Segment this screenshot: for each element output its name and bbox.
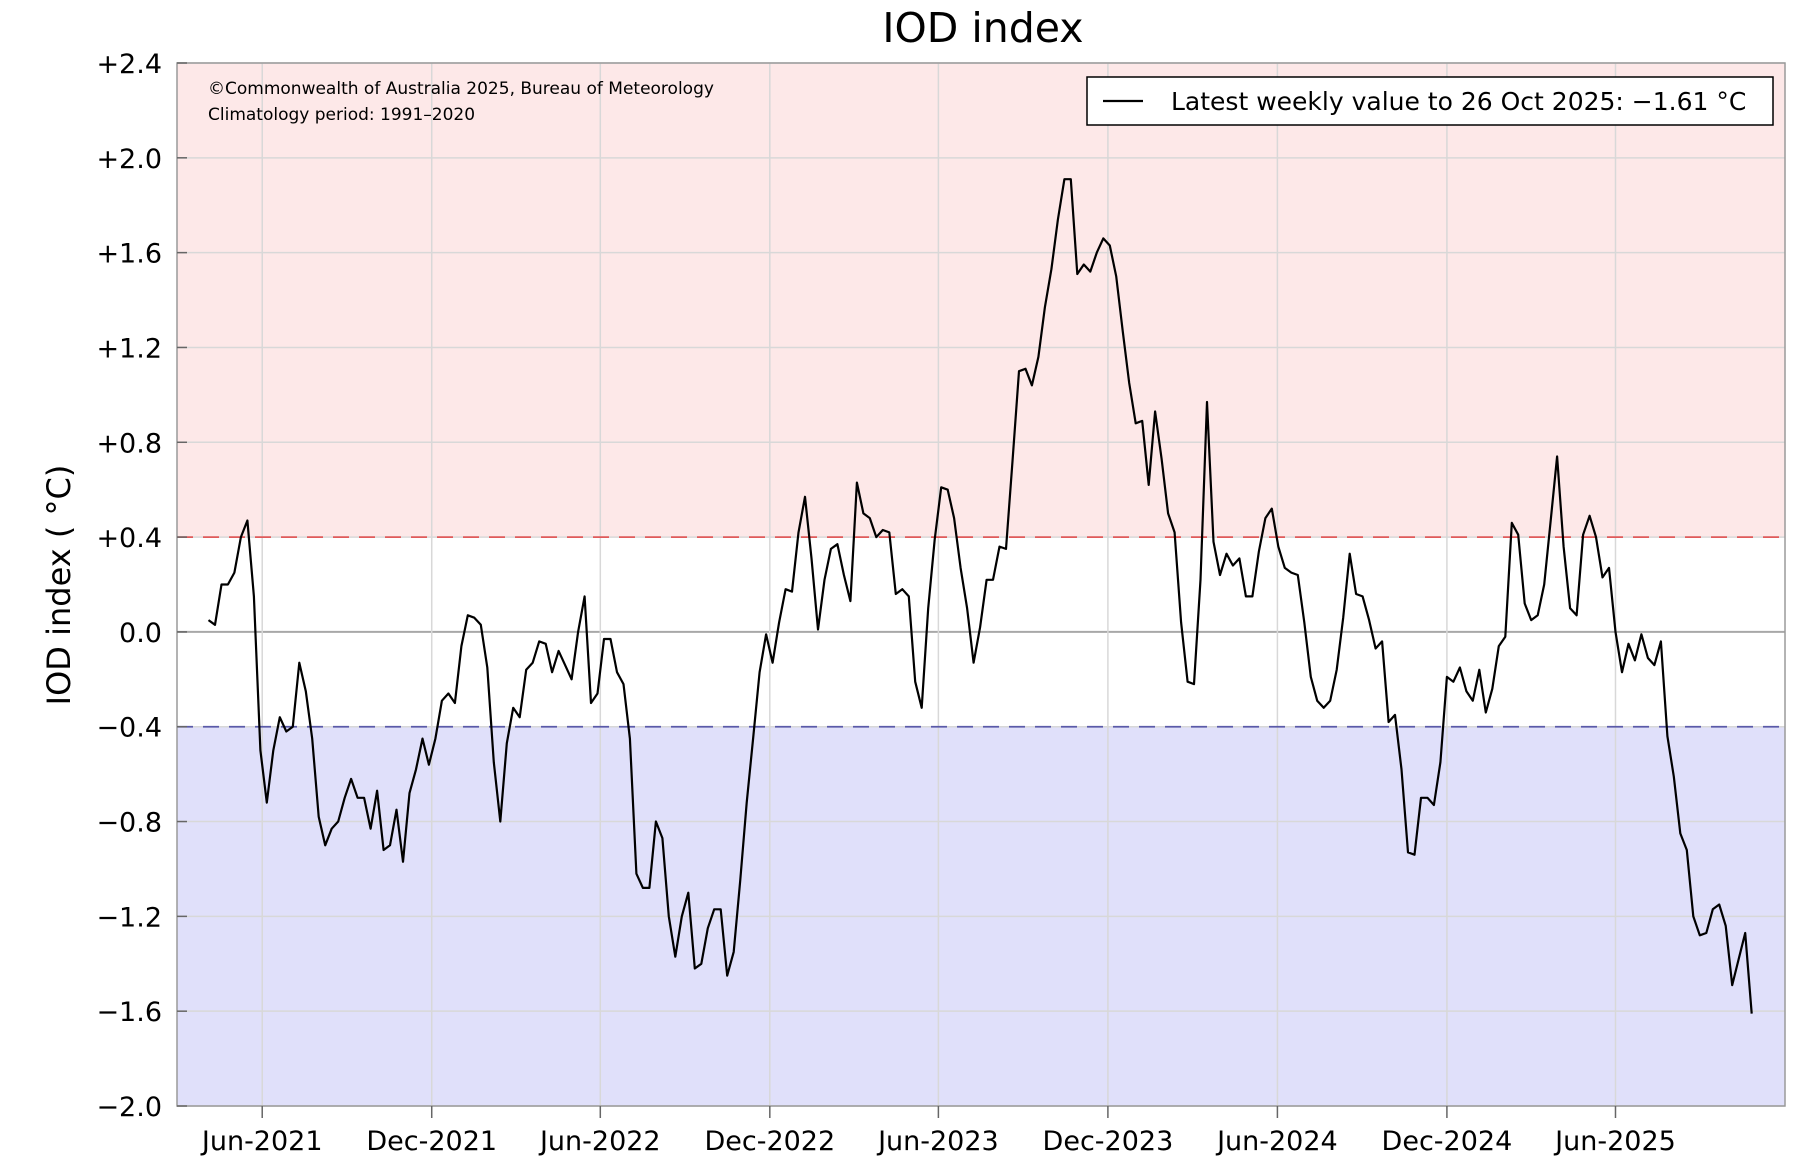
copyright-note: ©Commonwealth of Australia 2025, Bureau … [208, 79, 714, 99]
legend-box [1086, 76, 1774, 126]
y-axis-label: IOD index ( °C) [40, 465, 78, 706]
x-tick-label: Dec-2021 [366, 1126, 497, 1157]
climatology-note: Climatology period: 1991–2020 [208, 105, 475, 125]
threshold-lines [177, 536, 1785, 728]
band-0 [177, 63, 1785, 538]
y-tick-label: +0.4 [96, 523, 162, 554]
iod-weekly-line [207, 178, 1753, 1014]
y-tick-label: −0.8 [96, 808, 162, 839]
y-tick-label: −2.0 [96, 1092, 162, 1123]
x-tick-label: Jun-2023 [876, 1126, 999, 1157]
gridlines [177, 62, 1785, 1107]
x-tick-label: Dec-2023 [1043, 1126, 1174, 1157]
x-tick-label: Jun-2022 [538, 1126, 661, 1157]
axis-ticks: +2.4 +2.0 +1.6 +1.2 +0.8 +0.4 0.0 −0.4 −0.8 −1.2 −… [96, 49, 1675, 1157]
y-tick-label: +0.8 [96, 428, 162, 459]
legend: Latest weekly value to 26 Oct 2025: −1.6… [1086, 76, 1774, 126]
annotations: ©Commonwealth of Australia 2025, Bureau … [208, 79, 714, 125]
y-tick-label: −1.2 [96, 902, 162, 933]
series-layer [207, 178, 1753, 1014]
chart-title: IOD index [882, 4, 1083, 52]
x-tick-label: Jun-2021 [200, 1126, 323, 1157]
y-tick-label: −0.4 [96, 713, 162, 744]
x-tick-label: Dec-2024 [1382, 1126, 1513, 1157]
y-tick-label: 0.0 [119, 618, 162, 649]
x-tick-label: Jun-2024 [1215, 1126, 1338, 1157]
x-tick-label: Jun-2025 [1553, 1126, 1676, 1157]
x-tick-label: Dec-2022 [704, 1126, 835, 1157]
y-tick-label: −1.6 [96, 997, 162, 1028]
y-tick-label: +1.6 [96, 239, 162, 270]
y-tick-label: +2.4 [96, 49, 162, 80]
legend-label: Latest weekly value to 26 Oct 2025: −1.6… [1171, 87, 1746, 116]
y-tick-label: +1.2 [96, 333, 162, 364]
plot-frame [176, 62, 1786, 1107]
y-tick-label: +2.0 [96, 144, 162, 175]
